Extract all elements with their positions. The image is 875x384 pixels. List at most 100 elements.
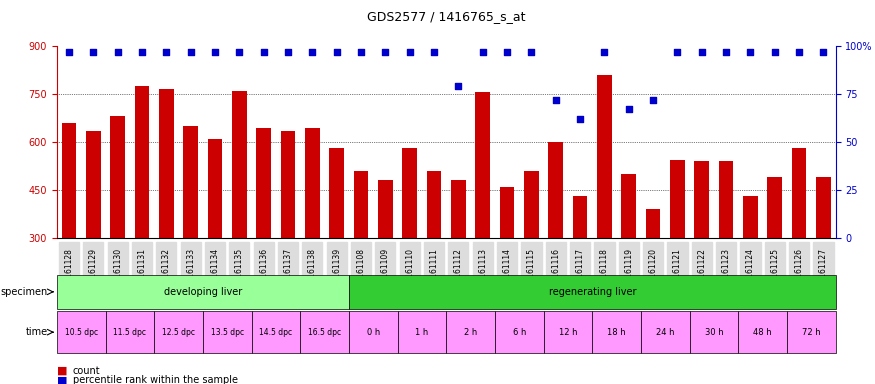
FancyBboxPatch shape [349, 275, 836, 309]
Text: time: time [26, 327, 48, 337]
Point [744, 49, 758, 55]
Bar [86, 131, 101, 334]
Text: 72 h: 72 h [802, 328, 821, 337]
Bar [184, 126, 198, 334]
Bar [646, 209, 661, 334]
Bar [232, 91, 247, 334]
Point [208, 49, 222, 55]
Text: percentile rank within the sample: percentile rank within the sample [73, 375, 238, 384]
Point [719, 49, 733, 55]
FancyBboxPatch shape [592, 311, 640, 353]
Bar [792, 149, 807, 334]
Point [111, 49, 125, 55]
Point [256, 49, 270, 55]
FancyBboxPatch shape [57, 311, 106, 353]
Point [792, 49, 806, 55]
Bar [597, 75, 612, 334]
Bar [573, 197, 587, 334]
FancyBboxPatch shape [690, 311, 738, 353]
FancyBboxPatch shape [57, 275, 349, 309]
Point [670, 49, 684, 55]
Bar [743, 197, 758, 334]
Bar [207, 139, 222, 334]
Bar [695, 161, 709, 334]
Point [767, 49, 781, 55]
Text: developing liver: developing liver [164, 287, 242, 297]
Text: 6 h: 6 h [513, 328, 526, 337]
Text: 16.5 dpc: 16.5 dpc [308, 328, 341, 337]
FancyBboxPatch shape [640, 311, 690, 353]
Text: 18 h: 18 h [607, 328, 626, 337]
Point [184, 49, 198, 55]
Text: ■: ■ [57, 366, 67, 376]
Text: GDS2577 / 1416765_s_at: GDS2577 / 1416765_s_at [367, 10, 526, 23]
Point [452, 83, 466, 89]
Point [233, 49, 247, 55]
Bar [110, 116, 125, 334]
Text: 13.5 dpc: 13.5 dpc [211, 328, 244, 337]
Bar [354, 171, 368, 334]
Text: 24 h: 24 h [656, 328, 675, 337]
FancyBboxPatch shape [738, 311, 787, 353]
Text: count: count [73, 366, 101, 376]
Point [159, 49, 173, 55]
Point [622, 106, 636, 113]
Text: 14.5 dpc: 14.5 dpc [259, 328, 292, 337]
Bar [159, 89, 173, 334]
Text: regenerating liver: regenerating liver [549, 287, 636, 297]
Bar [475, 93, 490, 334]
Text: 10.5 dpc: 10.5 dpc [65, 328, 98, 337]
Text: 1 h: 1 h [416, 328, 429, 337]
Bar [549, 142, 564, 334]
FancyBboxPatch shape [106, 311, 154, 353]
Bar [62, 123, 76, 334]
Text: ■: ■ [57, 375, 67, 384]
Bar [524, 171, 539, 334]
Point [573, 116, 587, 122]
Bar [305, 127, 319, 334]
FancyBboxPatch shape [787, 311, 836, 353]
Bar [402, 149, 417, 334]
Point [500, 49, 514, 55]
Text: 48 h: 48 h [753, 328, 772, 337]
Text: 12 h: 12 h [558, 328, 578, 337]
FancyBboxPatch shape [300, 311, 349, 353]
Point [135, 49, 149, 55]
FancyBboxPatch shape [252, 311, 300, 353]
Point [354, 49, 368, 55]
Text: specimen: specimen [1, 287, 48, 297]
Text: 0 h: 0 h [367, 328, 380, 337]
FancyBboxPatch shape [446, 311, 495, 353]
Point [305, 49, 319, 55]
FancyBboxPatch shape [543, 311, 592, 353]
FancyBboxPatch shape [154, 311, 203, 353]
Point [549, 97, 563, 103]
Text: 2 h: 2 h [464, 328, 477, 337]
Bar [621, 174, 636, 334]
Point [62, 49, 76, 55]
Bar [718, 161, 733, 334]
Point [330, 49, 344, 55]
Text: 30 h: 30 h [704, 328, 724, 337]
FancyBboxPatch shape [397, 311, 446, 353]
Bar [452, 180, 466, 334]
Point [524, 49, 538, 55]
FancyBboxPatch shape [203, 311, 252, 353]
Point [695, 49, 709, 55]
Text: 11.5 dpc: 11.5 dpc [114, 328, 146, 337]
Point [87, 49, 101, 55]
Bar [281, 131, 296, 334]
Point [281, 49, 295, 55]
Bar [670, 160, 685, 334]
Text: 12.5 dpc: 12.5 dpc [162, 328, 195, 337]
Point [378, 49, 392, 55]
FancyBboxPatch shape [495, 311, 543, 353]
Point [816, 49, 830, 55]
Bar [816, 177, 830, 334]
Point [402, 49, 416, 55]
FancyBboxPatch shape [349, 311, 397, 353]
Bar [767, 177, 782, 334]
Point [598, 49, 612, 55]
Bar [500, 187, 514, 334]
Point [646, 97, 660, 103]
